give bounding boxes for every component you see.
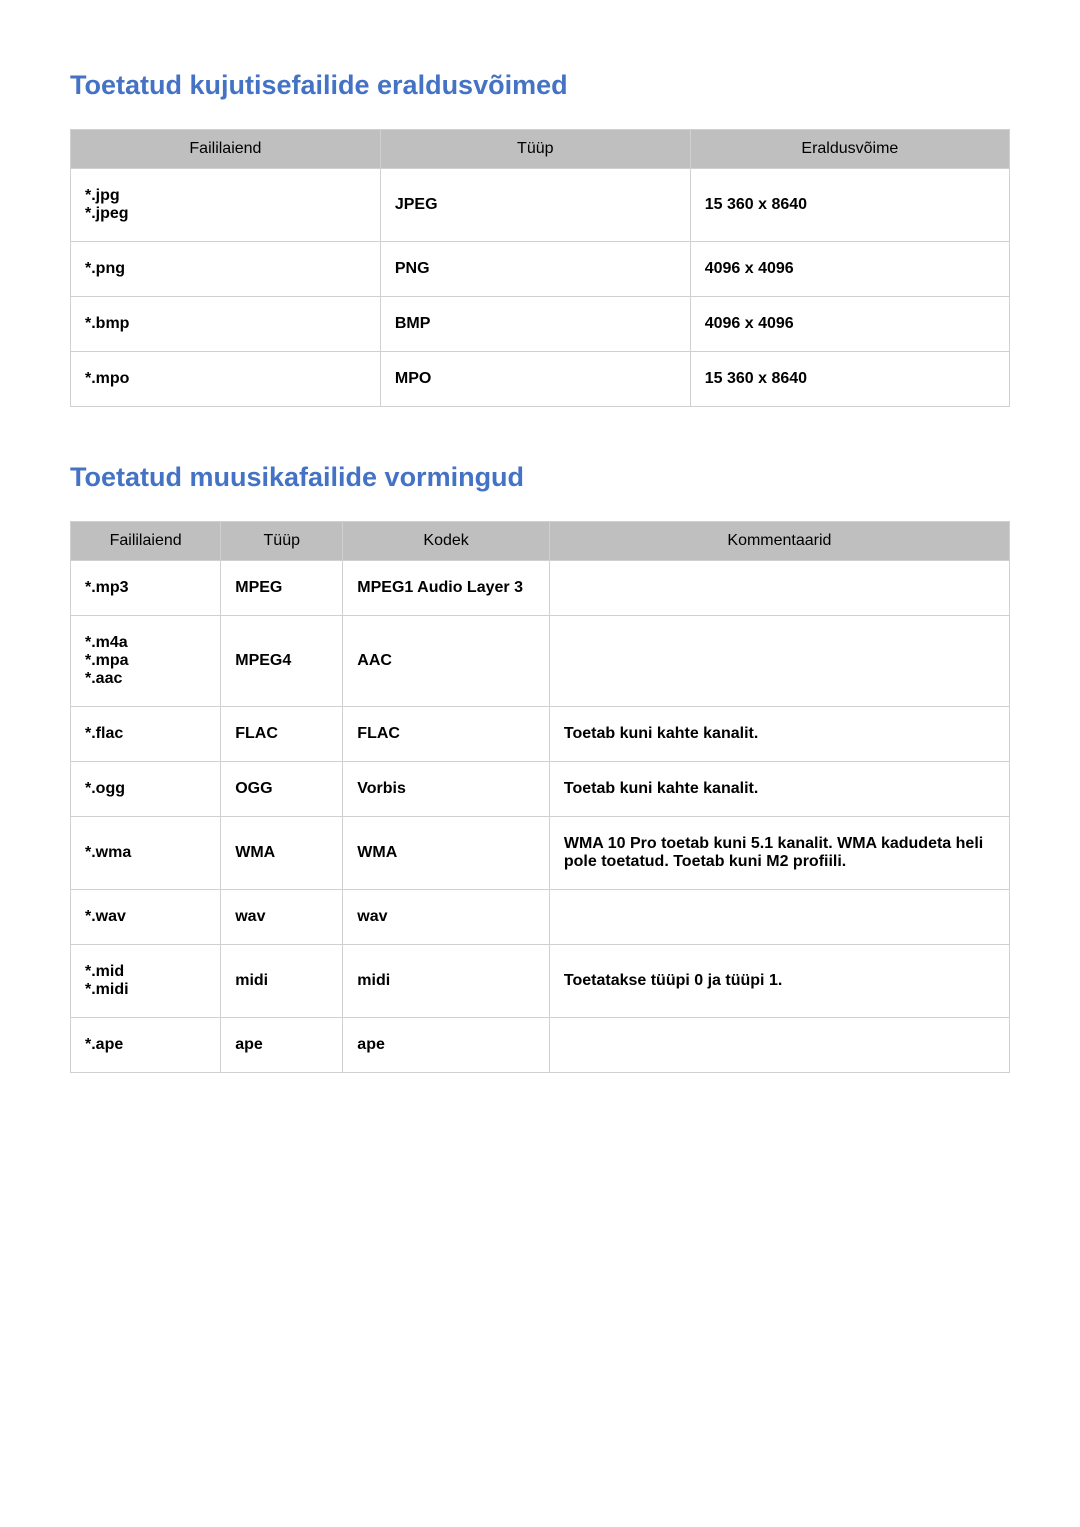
cell-extension: *.mid *.midi — [71, 945, 221, 1018]
cell-type: MPO — [380, 352, 690, 407]
cell-extension: *.mp3 — [71, 561, 221, 616]
table-row: *.flac FLAC FLAC Toetab kuni kahte kanal… — [71, 707, 1010, 762]
col-type: Tüüp — [380, 130, 690, 169]
table-row: *.wma WMA WMA WMA 10 Pro toetab kuni 5.1… — [71, 817, 1010, 890]
cell-comments — [549, 1018, 1009, 1073]
section-heading-images: Toetatud kujutisefailide eraldusvõimed — [70, 70, 1010, 101]
table-row: *.wav wav wav — [71, 890, 1010, 945]
cell-type: FLAC — [221, 707, 343, 762]
cell-codec: FLAC — [343, 707, 550, 762]
image-formats-table: Faililaiend Tüüp Eraldusvõime *.jpg *.jp… — [70, 129, 1010, 407]
cell-comments — [549, 616, 1009, 707]
cell-comments: Toetab kuni kahte kanalit. — [549, 707, 1009, 762]
cell-codec: midi — [343, 945, 550, 1018]
table-row: *.png PNG 4096 x 4096 — [71, 242, 1010, 297]
col-comments: Kommentaarid — [549, 522, 1009, 561]
cell-type: WMA — [221, 817, 343, 890]
cell-extension: *.flac — [71, 707, 221, 762]
cell-type: JPEG — [380, 169, 690, 242]
table-row: *.mp3 MPEG MPEG1 Audio Layer 3 — [71, 561, 1010, 616]
cell-type: OGG — [221, 762, 343, 817]
table-header-row: Faililaiend Tüüp Kodek Kommentaarid — [71, 522, 1010, 561]
cell-extension: *.png — [71, 242, 381, 297]
cell-comments — [549, 561, 1009, 616]
section-heading-music: Toetatud muusikafailide vormingud — [70, 462, 1010, 493]
col-resolution: Eraldusvõime — [690, 130, 1009, 169]
cell-type: ape — [221, 1018, 343, 1073]
cell-resolution: 4096 x 4096 — [690, 297, 1009, 352]
cell-comments: Toetab kuni kahte kanalit. — [549, 762, 1009, 817]
cell-codec: wav — [343, 890, 550, 945]
cell-extension: *.m4a *.mpa *.aac — [71, 616, 221, 707]
cell-codec: AAC — [343, 616, 550, 707]
cell-type: MPEG4 — [221, 616, 343, 707]
cell-resolution: 4096 x 4096 — [690, 242, 1009, 297]
table-row: *.jpg *.jpeg JPEG 15 360 x 8640 — [71, 169, 1010, 242]
col-file-extension: Faililaiend — [71, 130, 381, 169]
table-row: *.m4a *.mpa *.aac MPEG4 AAC — [71, 616, 1010, 707]
col-codec: Kodek — [343, 522, 550, 561]
music-formats-table: Faililaiend Tüüp Kodek Kommentaarid *.mp… — [70, 521, 1010, 1073]
table-header-row: Faililaiend Tüüp Eraldusvõime — [71, 130, 1010, 169]
cell-type: midi — [221, 945, 343, 1018]
cell-extension: *.ape — [71, 1018, 221, 1073]
cell-comments: Toetatakse tüüpi 0 ja tüüpi 1. — [549, 945, 1009, 1018]
cell-codec: ape — [343, 1018, 550, 1073]
table-row: *.ogg OGG Vorbis Toetab kuni kahte kanal… — [71, 762, 1010, 817]
table-row: *.mid *.midi midi midi Toetatakse tüüpi … — [71, 945, 1010, 1018]
cell-codec: WMA — [343, 817, 550, 890]
cell-extension: *.wma — [71, 817, 221, 890]
cell-comments: WMA 10 Pro toetab kuni 5.1 kanalit. WMA … — [549, 817, 1009, 890]
cell-codec: MPEG1 Audio Layer 3 — [343, 561, 550, 616]
cell-resolution: 15 360 x 8640 — [690, 169, 1009, 242]
cell-codec: Vorbis — [343, 762, 550, 817]
cell-type: BMP — [380, 297, 690, 352]
col-file-extension: Faililaiend — [71, 522, 221, 561]
cell-extension: *.ogg — [71, 762, 221, 817]
col-type: Tüüp — [221, 522, 343, 561]
table-row: *.bmp BMP 4096 x 4096 — [71, 297, 1010, 352]
cell-extension: *.bmp — [71, 297, 381, 352]
cell-type: MPEG — [221, 561, 343, 616]
cell-extension: *.jpg *.jpeg — [71, 169, 381, 242]
cell-extension: *.wav — [71, 890, 221, 945]
cell-comments — [549, 890, 1009, 945]
cell-resolution: 15 360 x 8640 — [690, 352, 1009, 407]
table-row: *.ape ape ape — [71, 1018, 1010, 1073]
cell-type: PNG — [380, 242, 690, 297]
cell-extension: *.mpo — [71, 352, 381, 407]
table-row: *.mpo MPO 15 360 x 8640 — [71, 352, 1010, 407]
cell-type: wav — [221, 890, 343, 945]
